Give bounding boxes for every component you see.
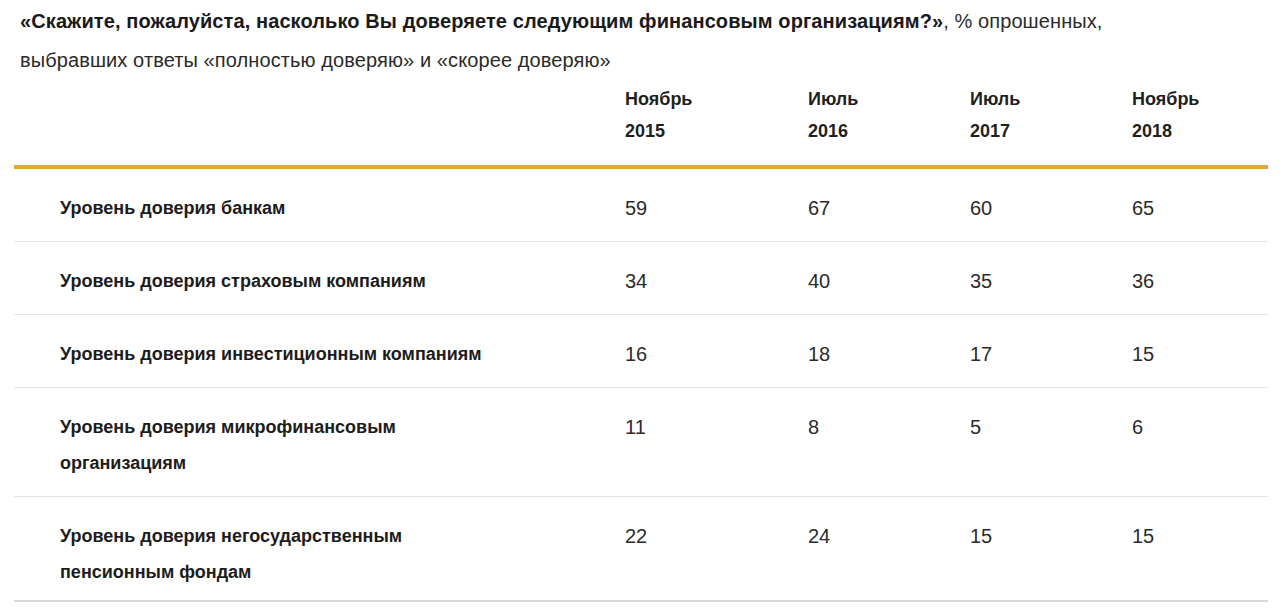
cell-value: 11	[625, 409, 808, 445]
row-label: Уровень доверия инвестиционным компаниям	[14, 336, 625, 372]
row-label: Уровень доверия негосударственным пенсио…	[14, 518, 625, 590]
cell-value: 65	[1132, 190, 1268, 226]
column-header-year: 2017	[970, 115, 1132, 147]
title-line-1: «Скажите, пожалуйста, насколько Вы довер…	[20, 2, 1262, 41]
page-title: «Скажите, пожалуйста, насколько Вы довер…	[20, 2, 1262, 80]
survey-table-page: «Скажите, пожалуйста, насколько Вы довер…	[0, 0, 1280, 614]
trust-table: Ноябрь 2015 Июль 2016 Июль 2017 Ноябрь 2…	[14, 83, 1268, 602]
cell-value: 15	[970, 518, 1132, 554]
column-header-month: Ноябрь	[625, 83, 808, 115]
cell-value: 15	[1132, 336, 1268, 372]
cell-value: 5	[970, 409, 1132, 445]
table-row-pension-funds: Уровень доверия негосударственным пенсио…	[14, 497, 1268, 602]
title-question-bold: «Скажите, пожалуйста, насколько Вы довер…	[20, 10, 943, 32]
row-label: Уровень доверия страховым компаниям	[14, 263, 625, 299]
column-header-year: 2016	[808, 115, 970, 147]
cell-value: 16	[625, 336, 808, 372]
table-row-banks: Уровень доверия банкам 59 67 60 65	[14, 169, 1268, 242]
title-line-2: выбравших ответы «полностью доверяю» и «…	[20, 41, 1262, 80]
cell-value: 15	[1132, 518, 1268, 554]
table-row-insurance: Уровень доверия страховым компаниям 34 4…	[14, 242, 1268, 315]
row-label: Уровень доверия микрофинансовым организа…	[14, 409, 625, 481]
column-header-jul-2016: Июль 2016	[808, 83, 970, 147]
column-header-nov-2015: Ноябрь 2015	[625, 83, 808, 147]
cell-value: 17	[970, 336, 1132, 372]
column-header-month: Ноябрь	[1132, 83, 1268, 115]
column-header-year: 2018	[1132, 115, 1268, 147]
cell-value: 8	[808, 409, 970, 445]
cell-value: 24	[808, 518, 970, 554]
column-header-nov-2018: Ноябрь 2018	[1132, 83, 1268, 147]
column-header-month: Июль	[970, 83, 1132, 115]
table-header-row: Ноябрь 2015 Июль 2016 Июль 2017 Ноябрь 2…	[14, 83, 1268, 147]
cell-value: 67	[808, 190, 970, 226]
cell-value: 34	[625, 263, 808, 299]
cell-value: 40	[808, 263, 970, 299]
cell-value: 36	[1132, 263, 1268, 299]
row-label: Уровень доверия банкам	[14, 190, 625, 226]
cell-value: 35	[970, 263, 1132, 299]
cell-value: 22	[625, 518, 808, 554]
table-row-investment: Уровень доверия инвестиционным компаниям…	[14, 315, 1268, 388]
title-suffix: , % опрошенных,	[943, 10, 1102, 32]
cell-value: 60	[970, 190, 1132, 226]
cell-value: 6	[1132, 409, 1268, 445]
column-header-month: Июль	[808, 83, 970, 115]
column-header-year: 2015	[625, 115, 808, 147]
column-header-jul-2017: Июль 2017	[970, 83, 1132, 147]
cell-value: 18	[808, 336, 970, 372]
cell-value: 59	[625, 190, 808, 226]
table-row-microfinance: Уровень доверия микрофинансовым организа…	[14, 388, 1268, 497]
